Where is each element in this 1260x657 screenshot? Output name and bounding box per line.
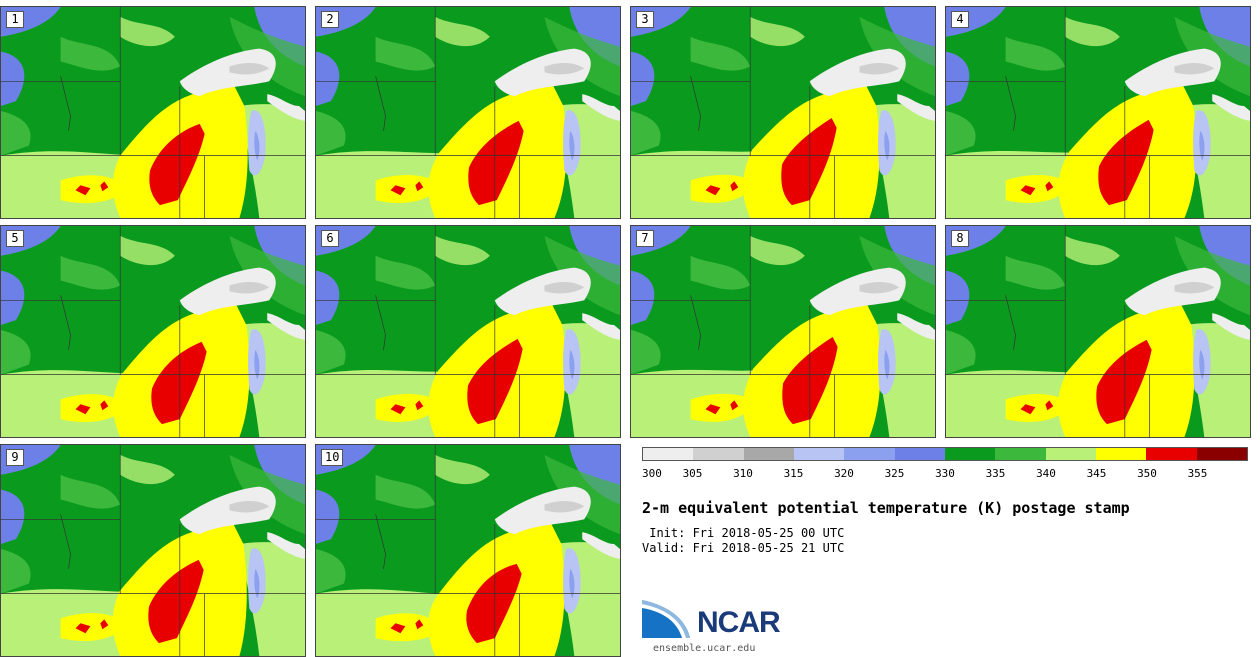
ensemble-member-map: 6 xyxy=(315,225,621,438)
colorbar-tick-label: 325 xyxy=(884,467,905,480)
member-number-label: 1 xyxy=(6,11,24,28)
colorbar-tick-label: 340 xyxy=(1036,467,1056,480)
ensemble-member-map: 7 xyxy=(630,225,936,438)
ensemble-member-map: 4 xyxy=(945,6,1251,219)
colorbar-swatch xyxy=(1196,448,1247,460)
logo-url: ensemble.ucar.edu xyxy=(653,643,756,654)
member-number-label: 10 xyxy=(321,449,344,466)
colorbar-tick-label: 330 xyxy=(935,467,955,480)
colorbar-swatch xyxy=(844,448,895,460)
colorbar-tick-label: 300 xyxy=(642,467,662,480)
colorbar-swatch xyxy=(1095,448,1147,460)
colorbar-tick-label: 315 xyxy=(783,467,804,480)
ensemble-member-map: 10 xyxy=(315,444,621,657)
colorbar-swatch xyxy=(643,448,694,460)
colorbar-swatch xyxy=(793,448,845,460)
colorbar-tick-label: 310 xyxy=(733,467,753,480)
colorbar-swatch xyxy=(1045,448,1096,460)
ensemble-member-map: 5 xyxy=(0,225,306,438)
colorbar-tick-label: 320 xyxy=(834,467,854,480)
valid-time: Valid: Fri 2018-05-25 21 UTC xyxy=(642,541,845,555)
member-number-label: 5 xyxy=(6,230,24,247)
ensemble-member-map: 9 xyxy=(0,444,306,657)
colorbar xyxy=(642,447,1248,461)
colorbar-swatch xyxy=(1146,448,1197,460)
colorbar-tick-label: 335 xyxy=(985,467,1006,480)
ensemble-member-map: 8 xyxy=(945,225,1251,438)
ensemble-member-map: 1 xyxy=(0,6,306,219)
ncar-logo-icon xyxy=(642,600,690,638)
ensemble-member-map: 2 xyxy=(315,6,621,219)
member-number-label: 7 xyxy=(636,230,654,247)
colorbar-swatch xyxy=(894,448,945,460)
member-number-label: 8 xyxy=(951,230,969,247)
member-number-label: 6 xyxy=(321,230,339,247)
colorbar-tick-label: 350 xyxy=(1137,467,1157,480)
colorbar-tick-label: 305 xyxy=(682,467,703,480)
colorbar-tick-label: 355 xyxy=(1187,467,1208,480)
figure-title: 2-m equivalent potential temperature (K)… xyxy=(642,499,1130,517)
init-time: Init: Fri 2018-05-25 00 UTC xyxy=(642,526,845,540)
colorbar-swatch xyxy=(944,448,996,460)
member-number-label: 4 xyxy=(951,11,969,28)
logo-text: NCAR xyxy=(697,606,781,639)
colorbar-swatch xyxy=(693,448,744,460)
colorbar-swatch xyxy=(995,448,1046,460)
colorbar-swatch xyxy=(743,448,794,460)
colorbar-tick-label: 345 xyxy=(1086,467,1107,480)
member-number-label: 2 xyxy=(321,11,339,28)
member-number-label: 3 xyxy=(636,11,654,28)
member-number-label: 9 xyxy=(6,449,24,466)
ensemble-member-map: 3 xyxy=(630,6,936,219)
